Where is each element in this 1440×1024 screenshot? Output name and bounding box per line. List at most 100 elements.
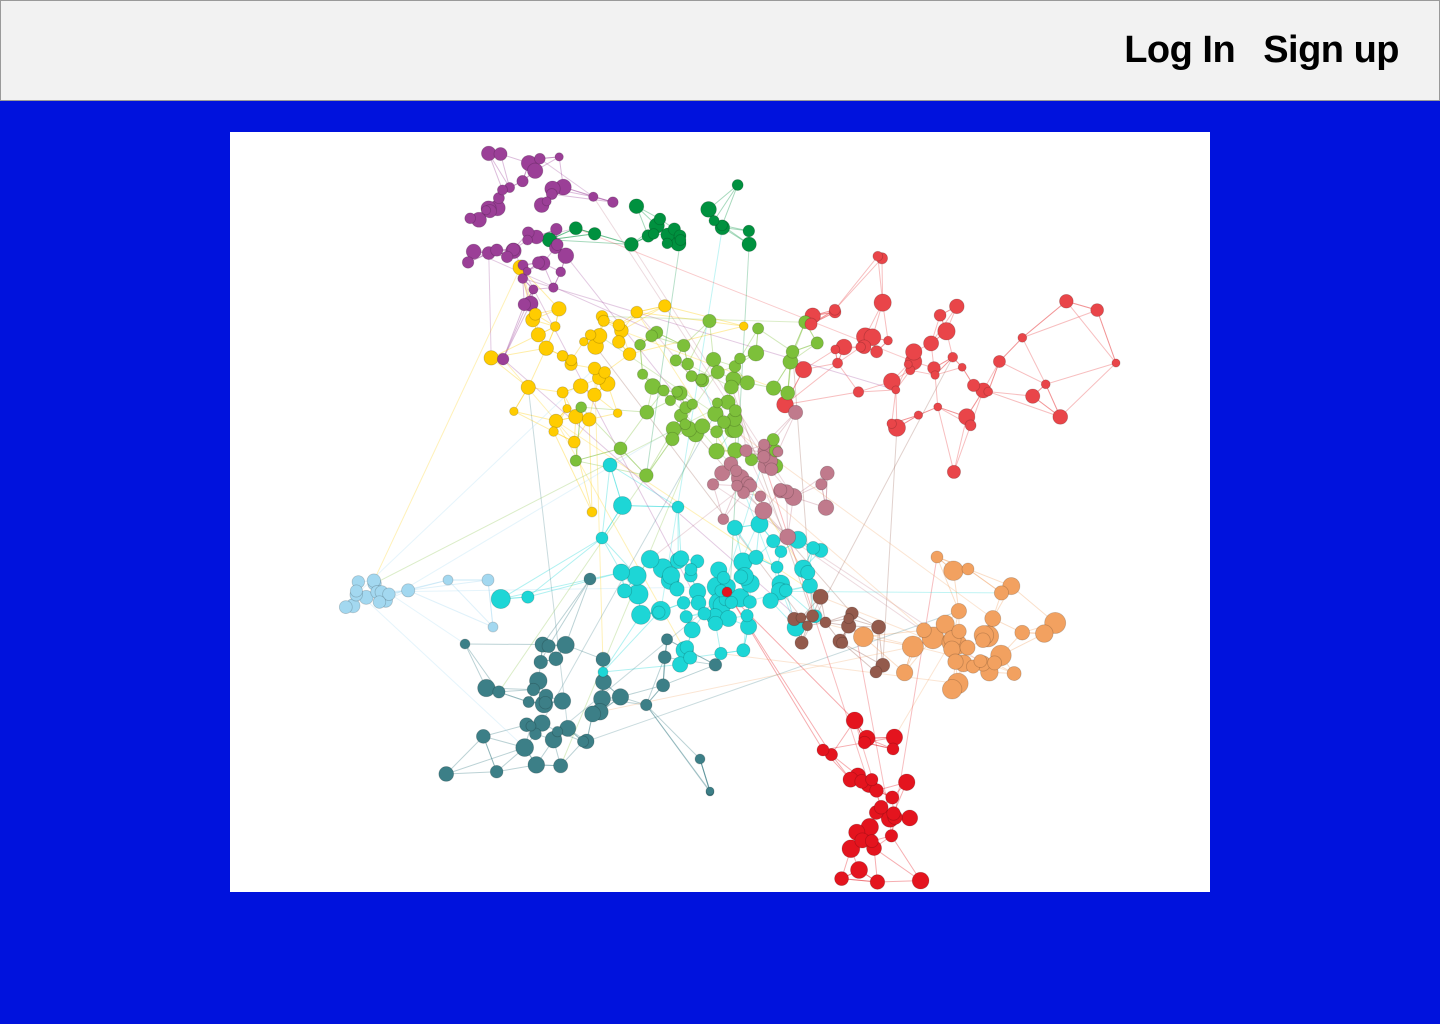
graph-edge xyxy=(891,835,922,881)
graph-node xyxy=(481,205,492,216)
graph-node xyxy=(754,490,767,503)
graph-node xyxy=(794,635,809,650)
graph-edge xyxy=(677,506,682,559)
graph-node xyxy=(773,483,788,497)
graph-node xyxy=(612,318,626,332)
graph-edge xyxy=(777,412,797,453)
top-header-bar: Log In Sign up xyxy=(0,0,1440,101)
graph-node xyxy=(676,595,691,610)
graph-node xyxy=(372,595,387,609)
graph-node xyxy=(567,435,581,449)
graph-node xyxy=(739,321,749,331)
graph-node xyxy=(726,519,743,536)
graph-node xyxy=(562,404,572,414)
graph-edge xyxy=(873,847,921,882)
graph-node xyxy=(779,528,797,546)
graph-edge xyxy=(953,425,972,473)
graph-node xyxy=(683,621,701,639)
graph-edge xyxy=(502,304,525,360)
graph-node xyxy=(490,588,511,609)
graph-edge xyxy=(513,410,554,433)
graph-node xyxy=(639,404,655,420)
graph-edge xyxy=(502,303,531,360)
graph-node xyxy=(349,584,363,598)
graph-node xyxy=(758,438,771,451)
graph-edge xyxy=(573,441,593,513)
graph-node xyxy=(800,565,816,581)
graph-edge xyxy=(513,410,557,422)
graph-node xyxy=(993,585,1010,601)
graph-edge xyxy=(446,747,525,775)
graph-edge xyxy=(581,406,647,413)
graph-edge xyxy=(699,758,711,792)
graph-node xyxy=(905,343,923,361)
graph-node xyxy=(681,357,695,371)
graph-node xyxy=(740,609,754,623)
graph-node xyxy=(551,238,564,251)
graph-node xyxy=(794,360,813,379)
graph-edge xyxy=(699,758,711,792)
graph-node xyxy=(816,743,830,757)
graph-edge xyxy=(999,361,1046,385)
graph-node xyxy=(723,379,739,395)
graph-node xyxy=(545,188,558,200)
graph-edge xyxy=(699,758,711,793)
graph-node xyxy=(702,313,717,329)
graph-node xyxy=(886,806,901,821)
graph-node xyxy=(957,362,967,372)
graph-node xyxy=(527,162,544,179)
graph-node xyxy=(607,196,619,208)
graph-node xyxy=(671,500,685,514)
graph-edge xyxy=(488,253,492,358)
graph-node xyxy=(754,501,773,520)
graph-node xyxy=(947,653,964,670)
graph-node xyxy=(765,380,782,396)
graph-edge xyxy=(1022,300,1067,339)
graph-node xyxy=(630,305,644,319)
graph-node xyxy=(731,479,743,492)
graph-node xyxy=(975,632,991,649)
graph-node xyxy=(911,871,930,890)
graph-edge xyxy=(757,328,793,353)
graph-edge xyxy=(575,447,621,462)
graph-edge xyxy=(645,704,711,792)
graph-edge xyxy=(522,278,896,391)
graph-edge xyxy=(473,251,657,333)
signup-link[interactable]: Sign up xyxy=(1263,29,1399,71)
graph-node xyxy=(652,605,666,619)
graph-edge xyxy=(699,758,711,793)
graph-node xyxy=(801,620,813,632)
graph-node xyxy=(587,227,602,241)
graph-node xyxy=(841,839,861,859)
graph-edge xyxy=(645,657,666,706)
graph-edge xyxy=(730,386,813,617)
graph-node xyxy=(541,639,556,654)
graph-node xyxy=(711,397,723,409)
graph-node xyxy=(588,191,599,202)
graph-edge xyxy=(500,537,603,600)
graph-edge xyxy=(834,257,883,311)
graph-edge xyxy=(620,411,648,449)
graph-edge xyxy=(834,255,879,310)
graph-edge xyxy=(539,158,594,198)
graph-node xyxy=(992,354,1006,368)
graph-node xyxy=(611,688,630,706)
graph-node xyxy=(984,610,1002,627)
graph-edge xyxy=(934,375,939,407)
graph-node xyxy=(901,809,919,827)
graph-node xyxy=(550,222,563,236)
graph-node xyxy=(951,623,967,639)
graph-edge xyxy=(645,438,673,476)
graph-edge xyxy=(953,416,968,472)
graph-node xyxy=(891,385,901,395)
graph-edge xyxy=(1096,309,1117,364)
graph-node xyxy=(830,344,841,355)
graph-edge xyxy=(1065,300,1117,364)
graph-node xyxy=(528,284,539,295)
graph-node xyxy=(834,871,849,887)
graph-node xyxy=(747,344,765,362)
graph-node xyxy=(640,698,653,712)
graph-node xyxy=(598,366,611,379)
graph-node xyxy=(556,350,569,362)
login-link[interactable]: Log In xyxy=(1124,29,1236,71)
